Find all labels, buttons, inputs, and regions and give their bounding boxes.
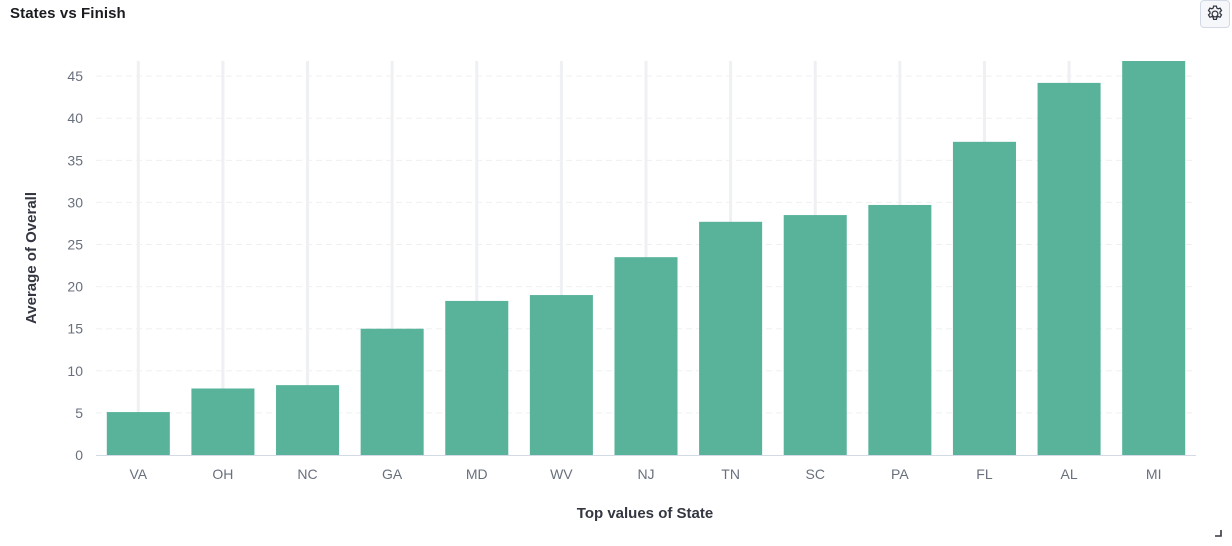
axis-layer: 0 5 10 15 20 25 30 35 40 45 VA OH NC GA MD WV NJ TN SC PA FL… xyxy=(67,68,1196,482)
x-tick-label: OH xyxy=(212,466,233,482)
x-tick-label: TN xyxy=(721,466,740,482)
bar-al xyxy=(1037,82,1101,455)
x-tick-label: NJ xyxy=(637,466,654,482)
y-axis-title: Average of Overall xyxy=(23,192,40,324)
bar-layer xyxy=(106,61,1186,456)
settings-button[interactable] xyxy=(1200,0,1230,28)
x-tick-label: PA xyxy=(891,466,909,482)
x-tick-label: GA xyxy=(382,466,403,482)
bar-nc xyxy=(276,385,340,455)
y-tick-label: 5 xyxy=(75,405,83,421)
bar-md xyxy=(445,300,509,455)
y-tick-label: 25 xyxy=(67,237,83,253)
resize-handle-icon[interactable] xyxy=(1212,527,1222,537)
panel-title: States vs Finish xyxy=(10,5,126,22)
y-tick-label: 10 xyxy=(67,363,83,379)
gear-icon xyxy=(1207,5,1223,20)
bar-oh xyxy=(191,388,255,455)
x-tick-label: WV xyxy=(550,466,573,482)
y-tick-label: 35 xyxy=(67,152,83,168)
x-axis-title: Top values of State xyxy=(577,505,713,522)
bar-mi xyxy=(1122,61,1186,455)
bar-ga xyxy=(360,328,424,455)
y-tick-label: 40 xyxy=(67,110,83,126)
bar-wv xyxy=(529,295,593,455)
bar-sc xyxy=(783,215,847,455)
x-tick-label: FL xyxy=(976,466,993,482)
bar-va xyxy=(106,412,170,455)
y-tick-label: 45 xyxy=(67,68,83,84)
y-tick-label: 15 xyxy=(67,321,83,337)
y-tick-label: 30 xyxy=(67,194,83,210)
x-tick-label: NC xyxy=(297,466,317,482)
bar-pa xyxy=(868,204,932,455)
x-tick-label: MI xyxy=(1146,466,1162,482)
bar-fl xyxy=(952,141,1016,456)
bar-tn xyxy=(699,221,763,455)
bar-nj xyxy=(614,257,678,455)
x-tick-label: AL xyxy=(1061,466,1078,482)
y-tick-label: 20 xyxy=(67,279,83,295)
y-tick-label: 0 xyxy=(75,447,83,463)
x-tick-label: VA xyxy=(129,466,147,482)
x-tick-label: MD xyxy=(466,466,488,482)
x-tick-label: SC xyxy=(806,466,825,482)
